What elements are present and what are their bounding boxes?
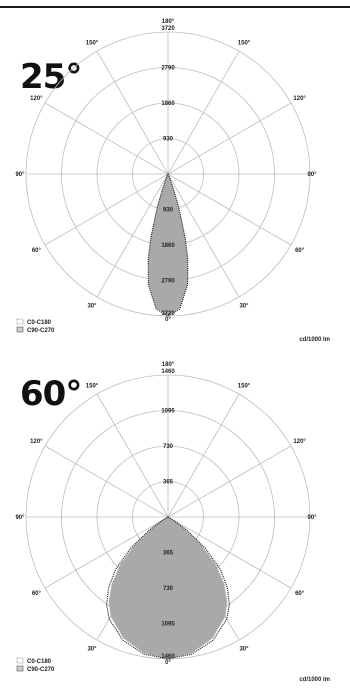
ring-label-lower: 2790 bbox=[161, 279, 175, 285]
legend-label: C90-C270 bbox=[27, 328, 55, 334]
ring-label-bottom: 3720 bbox=[161, 311, 175, 317]
ring-label-lower: 1095 bbox=[161, 622, 175, 628]
chart-title: 25° bbox=[20, 57, 81, 97]
legend-swatch bbox=[16, 657, 24, 664]
ring-label-top: 1460 bbox=[161, 369, 175, 375]
ring-label-lower: 365 bbox=[163, 551, 174, 557]
angle-label-30: 30° bbox=[87, 304, 97, 310]
ring-label-upper: 1095 bbox=[161, 409, 175, 415]
angle-label-60: 60° bbox=[32, 591, 42, 597]
angle-label-120: 120° bbox=[30, 439, 43, 445]
legend-swatch bbox=[16, 665, 24, 672]
curve-c0-c180 bbox=[147, 172, 189, 317]
angle-label-90-right: 90° bbox=[307, 515, 317, 521]
polar-chart-1: 25°930930186018602790279037203720180°0°1… bbox=[15, 19, 330, 343]
curve-c90-c270 bbox=[148, 174, 188, 316]
legend-label: C0-C180 bbox=[27, 659, 52, 665]
polar-chart-2: 60°3653657307301095109514601460180°0°150… bbox=[15, 362, 330, 683]
angle-label-150: 150° bbox=[86, 40, 99, 46]
ring-label-lower: 1860 bbox=[161, 243, 175, 249]
ring-label-upper: 730 bbox=[163, 444, 174, 450]
angle-label-120: 120° bbox=[293, 439, 306, 445]
unit-label: cd/1000 lm bbox=[299, 337, 330, 343]
ring-label-top: 3720 bbox=[161, 26, 175, 32]
legend-label: C0-C180 bbox=[27, 320, 52, 326]
angle-label-150: 150° bbox=[238, 40, 251, 46]
angle-label-60: 60° bbox=[295, 248, 305, 254]
angle-label-60: 60° bbox=[295, 591, 305, 597]
curve-c90-c270 bbox=[108, 517, 228, 659]
chart-title: 60° bbox=[20, 374, 81, 414]
angle-label-120: 120° bbox=[30, 96, 43, 102]
angle-label-180: 180° bbox=[162, 362, 175, 368]
angle-label-150: 150° bbox=[86, 383, 99, 389]
angle-label-0: 0° bbox=[165, 317, 171, 323]
ring-label-lower: 730 bbox=[163, 586, 174, 592]
ring-label-upper: 1860 bbox=[161, 101, 175, 107]
angle-label-0: 0° bbox=[165, 660, 171, 666]
legend-swatch bbox=[16, 318, 24, 325]
angle-label-120: 120° bbox=[293, 96, 306, 102]
angle-label-30: 30° bbox=[239, 304, 249, 310]
ring-label-upper: 365 bbox=[163, 480, 174, 486]
angle-label-150: 150° bbox=[238, 383, 251, 389]
angle-label-30: 30° bbox=[239, 647, 249, 653]
ring-label-bottom: 1460 bbox=[161, 654, 175, 660]
angle-label-90-right: 90° bbox=[307, 172, 317, 178]
angle-label-90-left: 90° bbox=[15, 172, 25, 178]
angle-label-30: 30° bbox=[87, 647, 97, 653]
legend-swatch bbox=[16, 326, 24, 333]
angle-label-180: 180° bbox=[162, 19, 175, 25]
angle-label-90-left: 90° bbox=[15, 515, 25, 521]
top-divider-line bbox=[0, 6, 350, 8]
angle-label-60: 60° bbox=[32, 248, 42, 254]
unit-label: cd/1000 lm bbox=[299, 677, 330, 683]
ring-label-upper: 930 bbox=[163, 137, 174, 143]
curve-c0-c180 bbox=[106, 516, 230, 660]
legend-label: C90-C270 bbox=[27, 667, 55, 673]
ring-label-lower: 930 bbox=[163, 208, 174, 214]
ring-label-upper: 2790 bbox=[161, 66, 175, 72]
